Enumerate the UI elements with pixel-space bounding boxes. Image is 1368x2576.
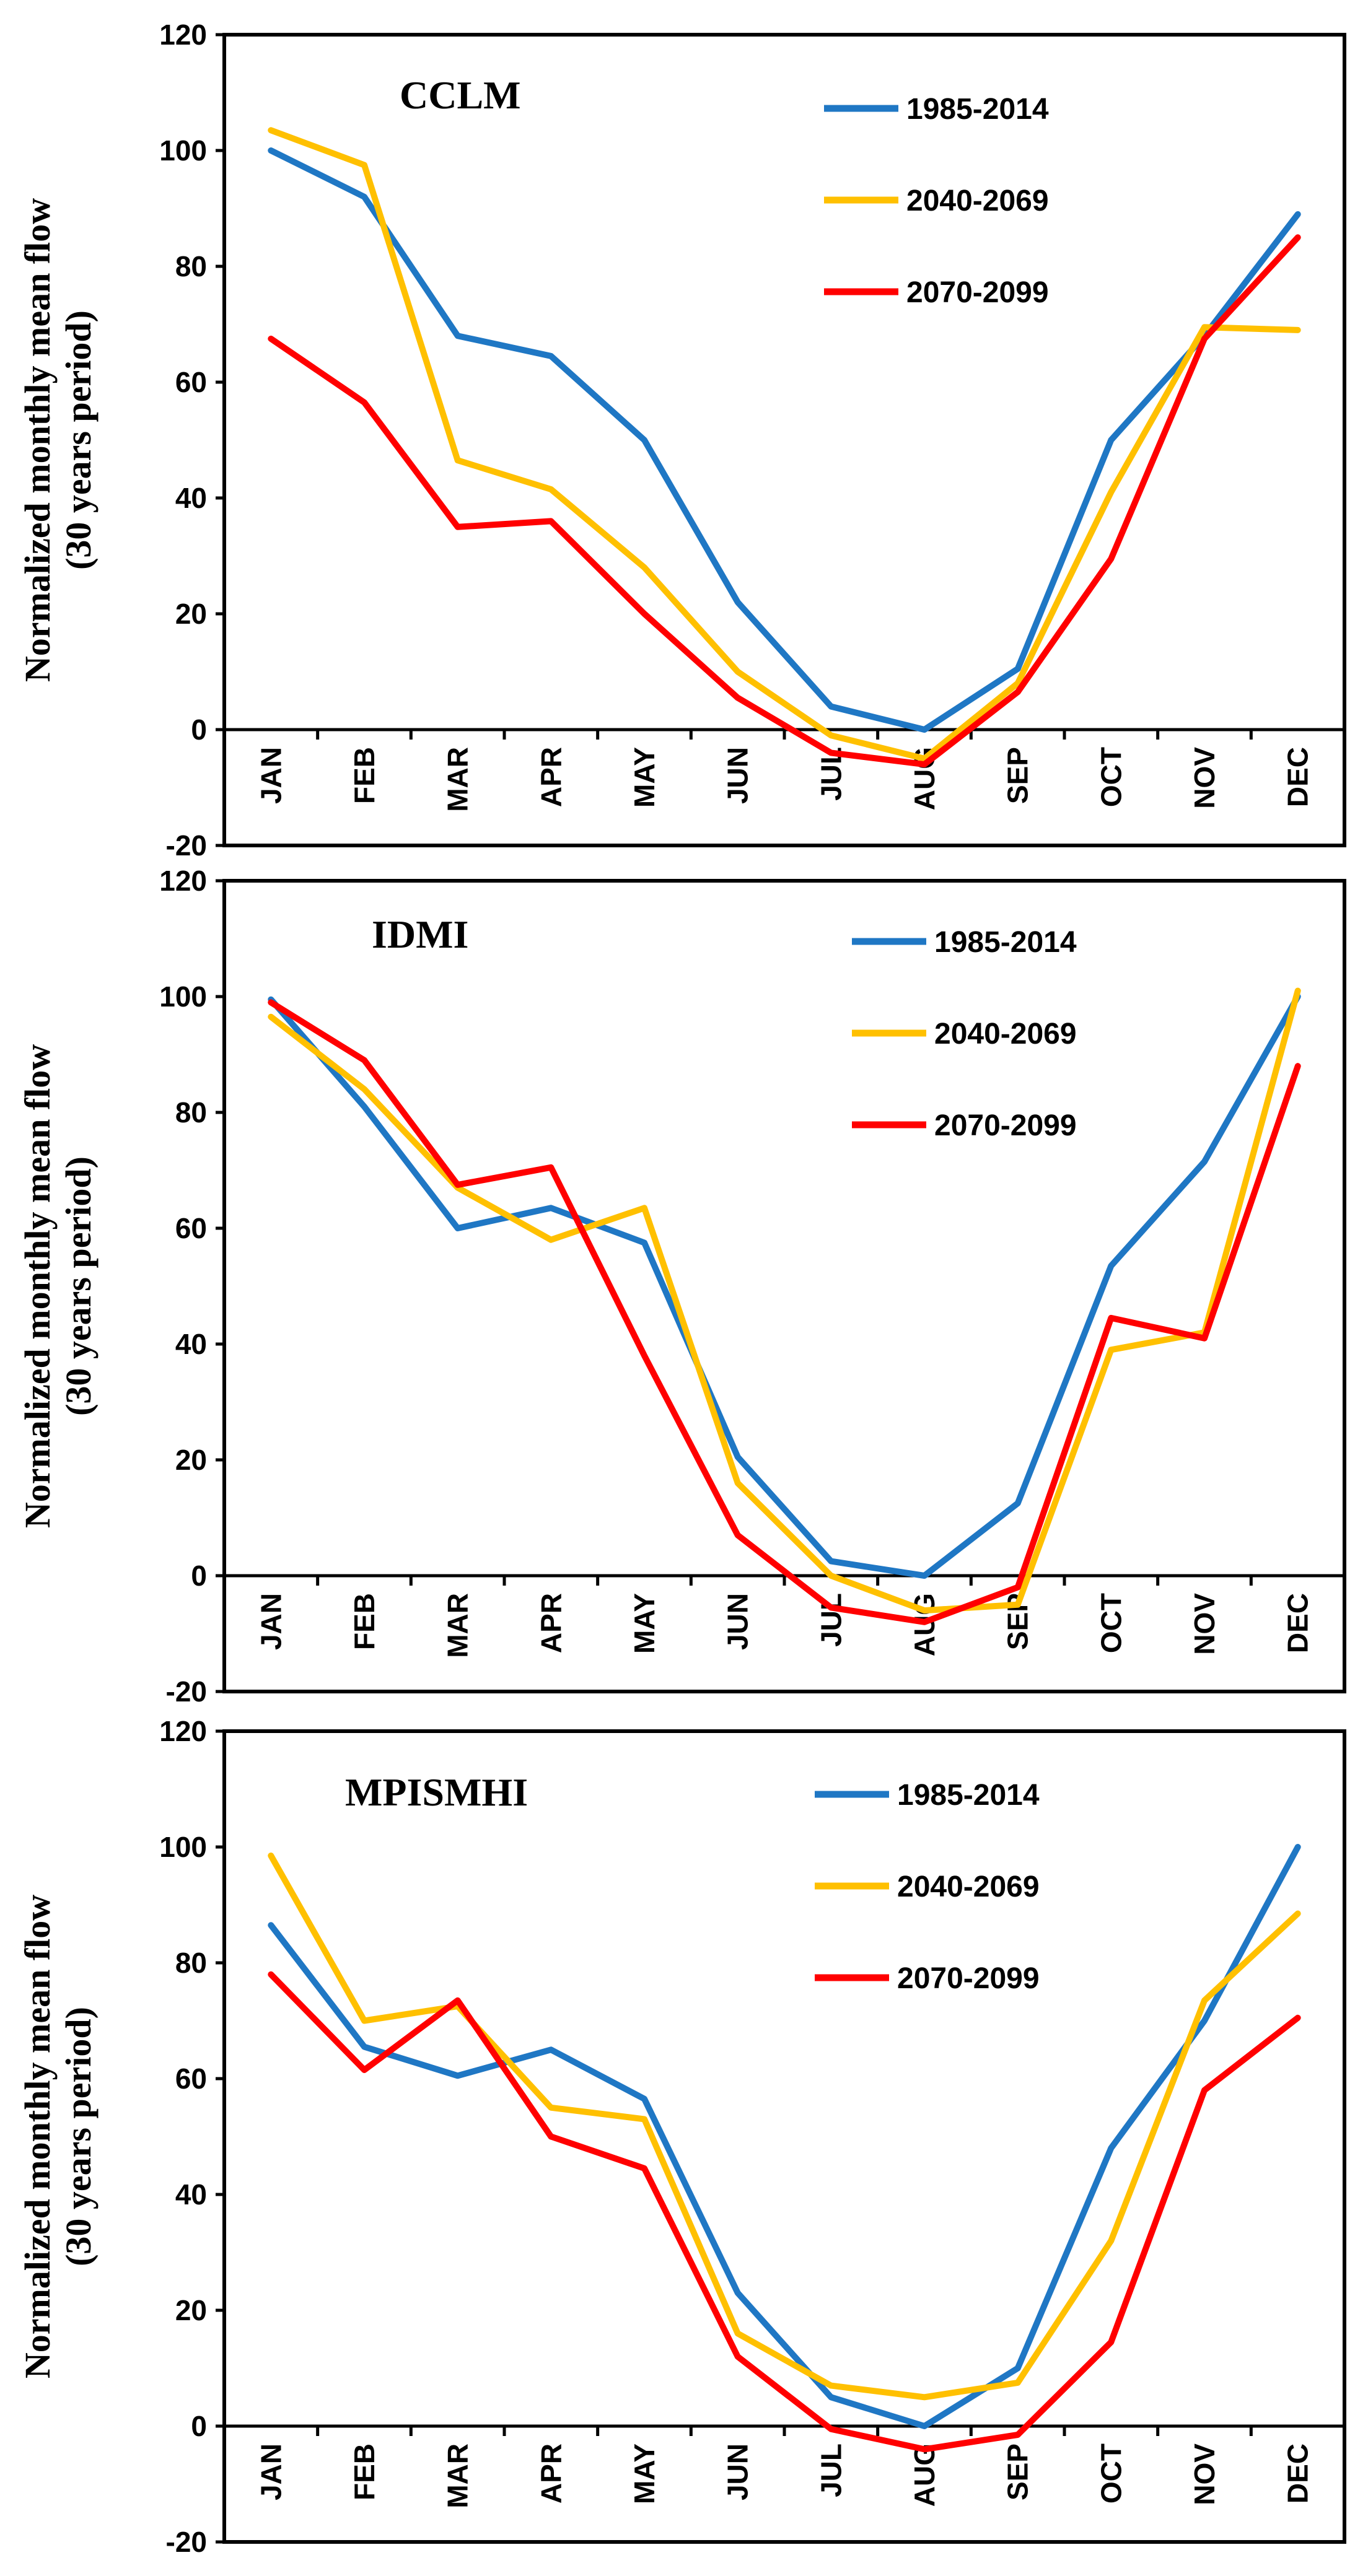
series-line-1985-2014 [268,147,1301,733]
series-line-2070-2099 [268,999,1301,1625]
y-tick-label: 20 [175,1444,207,1476]
legend-label: 2040-2069 [906,185,1049,217]
y-axis-title: Normalized monthly mean flow [17,198,58,682]
y-tick-label: 40 [175,1328,207,1360]
legend-label: 1985-2014 [897,1779,1040,1812]
y-axis-title: (30 years period) [58,1156,99,1416]
series-line-2070-2099 [268,234,1301,768]
y-tick-label: -20 [166,2526,207,2558]
y-tick-label: 100 [159,1831,207,1863]
series-line-2040-2069 [268,987,1301,1614]
x-tick-label: MAR [442,1593,474,1658]
plot-area-frame [222,1729,1346,2544]
x-tick-label: MAR [442,2443,474,2508]
legend-label: 2070-2099 [897,1962,1040,1995]
plot-area-frame [222,33,1346,847]
y-tick-label: 60 [175,366,207,398]
series-line-2040-2069 [268,127,1301,762]
x-tick-label: JUN [722,747,754,804]
x-tick-label: JUL [815,2443,847,2497]
x-tick-label: MAY [628,1593,660,1654]
y-axis-title: Normalized monthly mean flow [17,1895,58,2378]
legend-label: 1985-2014 [906,93,1049,126]
y-tick-label: 80 [175,1947,207,1979]
legend-label: 2040-2069 [897,1871,1040,1903]
y-tick-label: 120 [159,19,207,51]
series-line-2070-2099 [268,1971,1301,2453]
x-tick-label: SEP [1002,2443,1034,2500]
x-tick-label: DEC [1282,1593,1314,1653]
x-tick-label: NOV [1188,1593,1221,1655]
x-tick-label: APR [535,2443,567,2504]
legend-label: 1985-2014 [934,926,1077,959]
y-axis-title: Normalized monthly mean flow [17,1044,58,1528]
legend-label: 2070-2099 [906,276,1049,309]
x-tick-label: FEB [348,747,380,804]
y-tick-label: -20 [166,1675,207,1708]
x-tick-label: DEC [1282,747,1314,807]
y-tick-label: 100 [159,134,207,167]
y-tick-label: 20 [175,2294,207,2326]
y-tick-label: 0 [191,1560,207,1592]
panel-title: CCLM [400,73,521,117]
y-tick-label: 100 [159,980,207,1013]
series-line-2040-2069 [268,1853,1301,2401]
y-tick-label: 40 [175,482,207,514]
plot-area-frame [222,879,1346,1693]
y-tick-label: 20 [175,598,207,630]
y-tick-label: 120 [159,865,207,897]
y-tick-label: 0 [191,2410,207,2442]
x-tick-label: AUG [908,2443,940,2507]
legend-label: 2040-2069 [934,1018,1077,1050]
y-tick-label: 80 [175,250,207,282]
x-tick-label: APR [535,747,567,807]
x-tick-label: JUN [722,2443,754,2500]
series-line-1985-2014 [268,993,1301,1579]
panel-title: MPISMHI [345,1770,528,1814]
x-tick-label: NOV [1188,2443,1221,2505]
x-tick-label: JAN [255,1593,287,1650]
y-tick-label: 60 [175,1212,207,1244]
series-line-1985-2014 [268,1844,1301,2429]
x-tick-label: MAR [442,747,474,812]
x-tick-label: FEB [348,1593,380,1650]
x-tick-label: OCT [1095,2443,1127,2504]
x-tick-label: OCT [1095,747,1127,807]
y-tick-label: 80 [175,1096,207,1129]
x-tick-label: FEB [348,2443,380,2500]
y-axis-title: (30 years period) [58,310,99,570]
x-tick-label: DEC [1282,2443,1314,2504]
y-tick-label: 120 [159,1715,207,1747]
y-tick-label: -20 [166,829,207,862]
x-tick-label: JAN [255,2443,287,2500]
y-tick-label: 0 [191,714,207,746]
x-tick-label: MAY [628,747,660,808]
legend-label: 2070-2099 [934,1109,1077,1142]
y-tick-label: 40 [175,2178,207,2211]
x-tick-label: SEP [1002,747,1034,804]
y-axis-title: (30 years period) [58,2007,99,2266]
x-tick-label: MAY [628,2443,660,2504]
chart-panel-3: -20 0 20 40 60 80 100 120 JAN FEB MAR APR MAY JUN JUL A… [17,1715,1346,2558]
x-tick-label: NOV [1188,747,1221,809]
x-tick-label: JAN [255,747,287,804]
y-tick-label: 60 [175,2063,207,2095]
panel-title: IDMI [372,912,468,956]
x-tick-label: JUN [722,1593,754,1650]
x-tick-label: APR [535,1593,567,1653]
x-tick-label: OCT [1095,1593,1127,1653]
